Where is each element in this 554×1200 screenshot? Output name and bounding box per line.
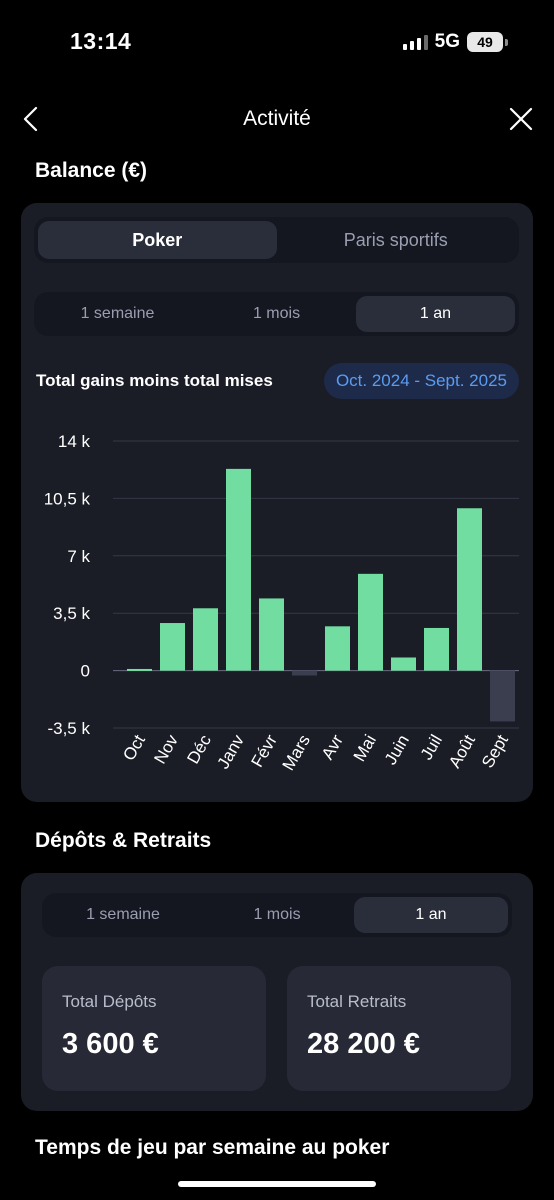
bar-juil[interactable] — [424, 627, 449, 671]
bar-mars[interactable] — [292, 670, 317, 676]
balance-period-1-semaine[interactable]: 1 semaine — [80, 305, 155, 322]
page-title: Activité — [243, 107, 311, 130]
deposits-period-1-an[interactable]: 1 an — [354, 897, 508, 933]
bar-déc[interactable] — [193, 608, 218, 671]
deposits-title: Dépôts & Retraits — [35, 829, 212, 852]
x-tick-label: Nov — [150, 731, 182, 767]
total-deposits-box: Total Dépôts 3 600 € — [42, 966, 266, 1091]
x-tick-label: Oct — [119, 731, 149, 764]
bar-févr[interactable] — [259, 598, 284, 671]
network-label: 5G — [434, 31, 460, 52]
y-tick-label: 10,5 k — [44, 489, 91, 508]
y-tick-label: -3,5 k — [47, 719, 90, 738]
deposits-period-1-semaine[interactable]: 1 semaine — [86, 906, 160, 923]
y-tick-label: 7 k — [67, 547, 90, 566]
bar-sept[interactable] — [490, 670, 515, 722]
deposits-period-1-mois[interactable]: 1 mois — [253, 906, 301, 923]
battery-icon: 49 — [467, 32, 508, 52]
x-tick-label: Juin — [381, 732, 413, 769]
x-tick-label: Janv — [214, 731, 249, 772]
home-indicator — [178, 1181, 376, 1187]
x-tick-label: Août — [445, 731, 479, 771]
y-tick-label: 3,5 k — [53, 604, 90, 623]
balance-title: Balance (€) — [35, 159, 148, 182]
bar-avr[interactable] — [325, 626, 350, 671]
battery-level: 49 — [467, 32, 503, 52]
total-withdrawals-label: Total Retraits — [307, 992, 407, 1011]
total-deposits-label: Total Dépôts — [62, 992, 157, 1011]
status-bar: 13:14 5G 49 — [0, 0, 554, 80]
deposits-card: 1 semaine 1 mois 1 an Total Dépôts 3 600… — [21, 873, 533, 1111]
nav-bar: Activité — [0, 96, 554, 142]
x-tick-label: Mars — [279, 732, 314, 774]
x-tick-label: Déc — [183, 731, 215, 767]
next-section-title: Temps de jeu par semaine au poker — [35, 1136, 390, 1159]
status-indicators: 5G 49 — [402, 31, 508, 53]
balance-period-1-an[interactable]: 1 an — [356, 296, 515, 332]
balance-card: Poker Paris sportifs 1 semaine 1 mois 1 … — [21, 203, 533, 802]
signal-icon — [402, 34, 428, 50]
bar-janv[interactable] — [226, 468, 251, 671]
bar-oct[interactable] — [127, 668, 152, 671]
close-icon[interactable] — [508, 106, 534, 132]
status-time: 13:14 — [70, 28, 132, 54]
y-tick-label: 0 — [81, 662, 90, 681]
total-withdrawals-box: Total Retraits 28 200 € — [287, 966, 511, 1091]
deposits-period-selector: 1 semaine 1 mois 1 an — [42, 893, 512, 937]
x-tick-label: Févr — [248, 731, 282, 770]
bar-mai[interactable] — [358, 573, 383, 671]
period-range-badge[interactable]: Oct. 2024 - Sept. 2025 — [323, 363, 519, 399]
x-tick-label: Mai — [350, 732, 380, 765]
bar-juin[interactable] — [391, 657, 416, 671]
balance-period-selector: 1 semaine 1 mois 1 an — [34, 292, 519, 336]
bar-nov[interactable] — [160, 623, 185, 671]
x-tick-label: Sept — [478, 731, 512, 771]
tab-paris-sportifs[interactable]: Paris sportifs — [343, 229, 448, 250]
bar-août[interactable] — [457, 508, 482, 671]
total-deposits-value: 3 600 € — [62, 1028, 159, 1060]
tab-poker[interactable]: Poker — [38, 221, 277, 259]
x-tick-label: Juil — [417, 732, 446, 764]
chart-label: Total gains moins total mises — [36, 371, 273, 390]
balance-period-1-mois[interactable]: 1 mois — [252, 305, 301, 322]
game-type-selector: Poker Paris sportifs — [34, 217, 519, 263]
y-tick-label: 14 k — [58, 432, 91, 451]
total-withdrawals-value: 28 200 € — [307, 1028, 420, 1060]
chevron-left-icon[interactable] — [20, 106, 44, 132]
x-tick-label: Avr — [318, 731, 347, 763]
